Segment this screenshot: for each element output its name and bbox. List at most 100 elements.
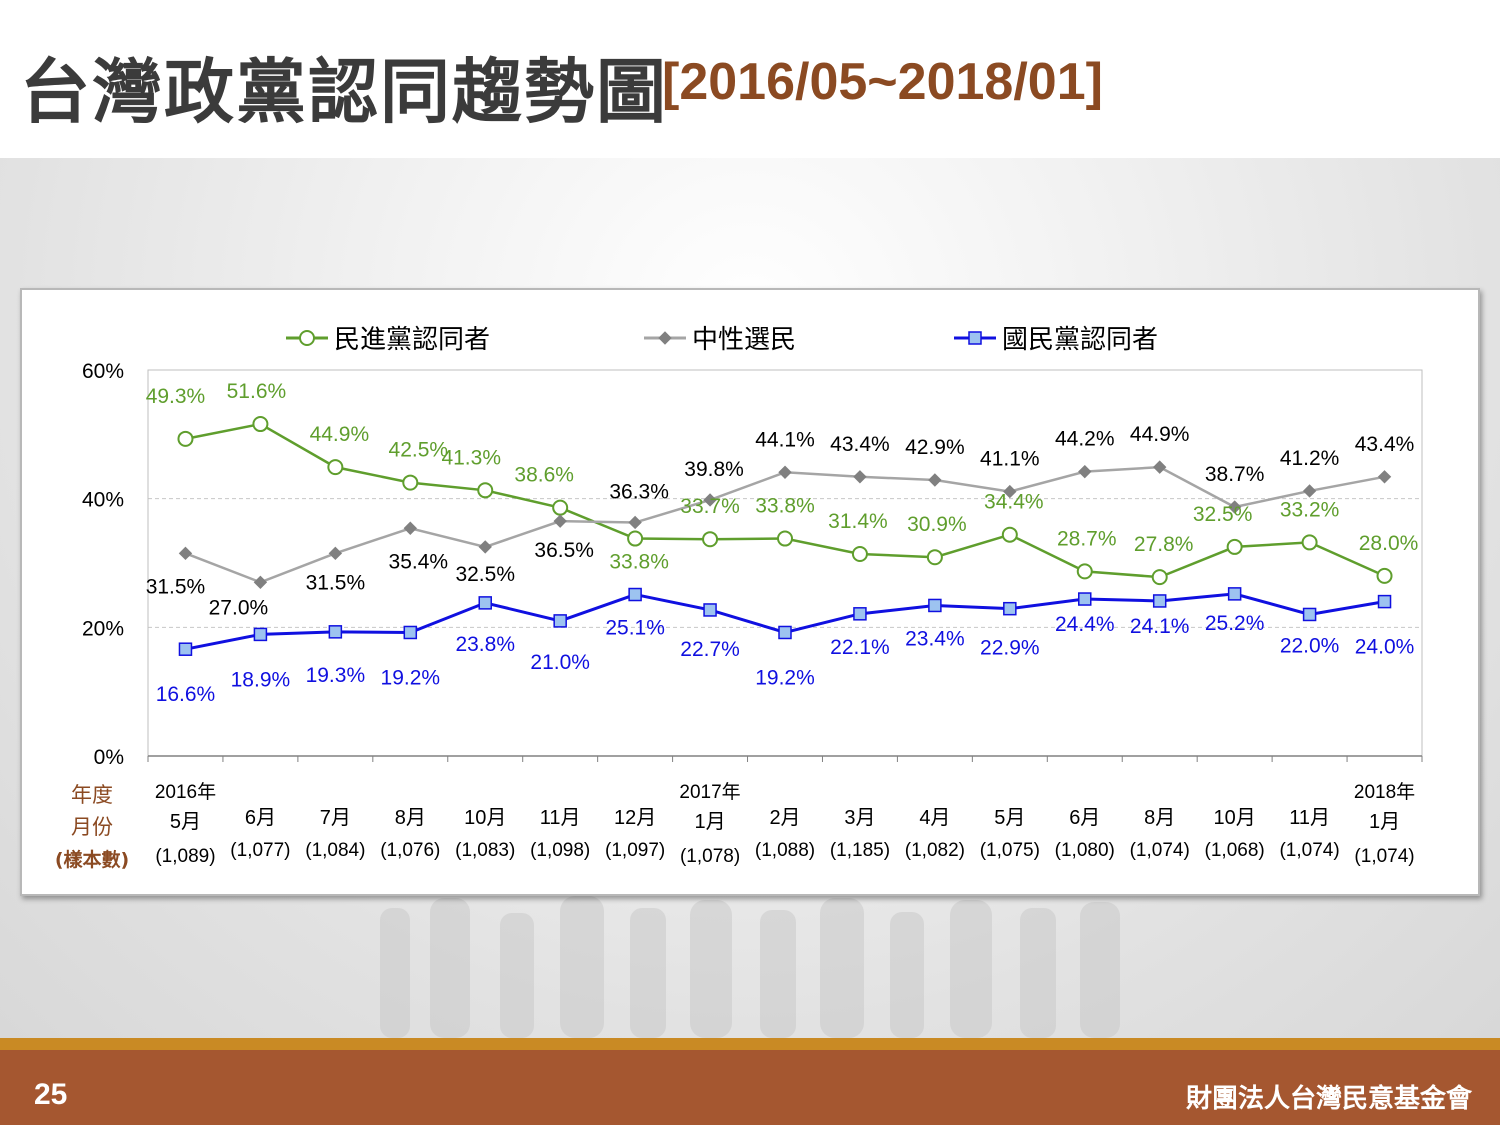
data-point [1152, 594, 1167, 608]
data-label: 42.9% [905, 436, 965, 459]
data-label: 44.1% [755, 428, 815, 451]
row-header-label: (樣本數) [55, 848, 129, 871]
data-point [253, 627, 268, 642]
data-point [853, 470, 867, 484]
data-point [328, 546, 343, 561]
data-point [1078, 592, 1092, 606]
data-label: 22.7% [680, 638, 740, 661]
data-point [1152, 460, 1167, 474]
data-label: 25.1% [605, 617, 665, 640]
data-point [328, 625, 343, 639]
data-label: 41.3% [441, 446, 501, 469]
data-point [478, 596, 492, 610]
slide-title: 台灣政黨認同趨勢圖 [20, 51, 668, 133]
data-point [1001, 526, 1018, 543]
data-point [178, 642, 193, 656]
data-point [402, 474, 419, 491]
legend-label: 國民黨認同者 [1002, 325, 1158, 355]
data-label: 23.8% [455, 633, 515, 656]
data-label: 27.8% [1134, 533, 1194, 556]
category-month-label: 11月 [540, 807, 581, 829]
data-label: 51.6% [227, 380, 287, 403]
category-sample-size: (1,074) [1354, 846, 1414, 867]
data-point [1376, 567, 1393, 584]
category-sample-size: (1,089) [155, 846, 215, 867]
data-label: 22.9% [980, 637, 1040, 660]
data-label: 31.5% [146, 575, 206, 598]
data-label: 28.7% [1057, 527, 1117, 550]
data-label: 34.4% [984, 491, 1044, 514]
data-point [1377, 594, 1392, 609]
data-label: 33.2% [1280, 498, 1340, 521]
legend-marker [658, 331, 672, 345]
data-point [1301, 534, 1318, 551]
data-label: 42.5% [389, 439, 449, 462]
data-label: 36.3% [609, 480, 669, 503]
data-label: 19.2% [381, 666, 441, 689]
data-label: 38.6% [514, 464, 574, 487]
slide-date-range: [2016/05~2018/01] [662, 53, 1103, 111]
data-label: 43.4% [830, 433, 890, 456]
data-label: 19.2% [755, 666, 815, 689]
data-point [1151, 569, 1168, 586]
category-month-label: 2月 [769, 807, 800, 829]
data-point [627, 530, 644, 547]
legend-marker [299, 330, 315, 346]
category-sample-size: (1,088) [755, 840, 815, 861]
data-point [1227, 500, 1242, 514]
crowd-silhouette-watermark [380, 896, 1120, 1038]
data-label: 33.8% [609, 551, 669, 574]
y-tick-label: 20% [82, 617, 124, 640]
category-month-label: 5月 [994, 807, 1025, 829]
data-point [1076, 563, 1093, 580]
data-point [327, 459, 344, 476]
data-point [478, 540, 492, 554]
category-sample-size: (1,097) [605, 840, 665, 861]
category-sample-size: (1,074) [1130, 840, 1190, 861]
data-point [1302, 484, 1317, 498]
chart-panel: 0% 20% 40% 60% 民進黨認同者 中性選民 國民黨認同者 49.3% 51.6% 4… [20, 288, 1480, 896]
data-point [403, 521, 418, 535]
data-label: 24.4% [1055, 613, 1115, 636]
legend-marker [968, 331, 982, 345]
category-month-label: 10月 [464, 807, 506, 829]
data-point [703, 603, 717, 617]
data-point [928, 598, 942, 613]
party-identification-line-chart: 0% 20% 40% 60% 民進黨認同者 中性選民 國民黨認同者 49.3% 51.6% 4… [55, 325, 1423, 871]
data-label: 31.4% [828, 510, 888, 533]
data-label: 33.8% [755, 495, 815, 518]
page-number: 25 [34, 1078, 68, 1111]
category-year-label: 2018年 [1354, 781, 1415, 803]
data-point [1226, 538, 1243, 555]
category-month-label: 8月 [395, 807, 426, 829]
data-label: 27.0% [209, 596, 269, 619]
data-label: 24.1% [1130, 615, 1190, 638]
category-sample-size: (1,084) [305, 840, 365, 861]
data-label: 44.2% [1055, 428, 1115, 451]
category-sample-size: (1,077) [230, 840, 290, 861]
data-point [1302, 607, 1317, 622]
category-sample-size: (1,082) [905, 840, 965, 861]
category-month-label: 8月 [1144, 807, 1175, 829]
data-point [1003, 484, 1017, 499]
data-label: 44.9% [310, 423, 370, 446]
y-tick-label: 40% [82, 489, 124, 512]
data-label: 31.5% [306, 571, 366, 594]
data-label: 19.3% [306, 664, 366, 687]
data-point [553, 514, 567, 528]
data-point [926, 549, 943, 566]
category-month-label: 5月 [170, 811, 201, 833]
footer-bar: 25 財團法人台灣民意基金會 [0, 1038, 1500, 1125]
data-label: 43.4% [1355, 433, 1415, 456]
category-month-label: 1月 [694, 811, 725, 833]
data-label: 21.0% [530, 651, 590, 674]
category-sample-size: (1,074) [1279, 840, 1339, 861]
category-sample-size: (1,075) [980, 840, 1040, 861]
data-label: 23.4% [905, 627, 965, 650]
data-label: 24.0% [1355, 636, 1415, 659]
data-label: 38.7% [1205, 463, 1265, 486]
category-sample-size: (1,098) [530, 840, 590, 861]
data-point [552, 499, 569, 516]
data-label: 39.8% [684, 458, 744, 481]
data-label: 36.5% [534, 539, 594, 562]
